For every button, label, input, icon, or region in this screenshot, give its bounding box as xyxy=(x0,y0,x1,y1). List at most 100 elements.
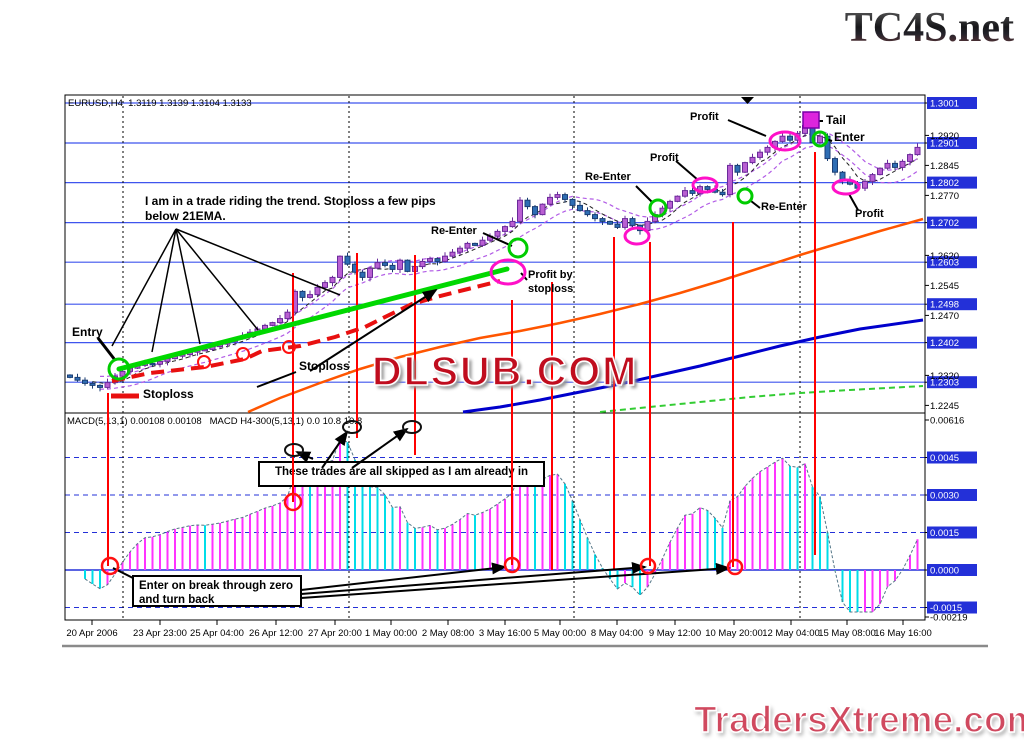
candle-body xyxy=(757,151,763,158)
candle-body xyxy=(599,218,606,222)
candle-body xyxy=(134,364,141,369)
macd-indicator-header: MACD(5,13,1) 0.00108 0.00108 MACD H4-300… xyxy=(67,416,363,427)
candle-body xyxy=(307,294,313,298)
price-level-badge xyxy=(927,564,977,576)
candle-body xyxy=(202,348,208,352)
candle-body xyxy=(592,214,598,220)
candle-body xyxy=(337,255,343,278)
candle-body xyxy=(772,140,778,148)
panel-frame xyxy=(62,94,988,648)
candle-body xyxy=(322,282,328,288)
svg-text:1.2498: 1.2498 xyxy=(930,300,959,311)
candle-body xyxy=(682,190,688,197)
candle-body xyxy=(577,204,583,212)
candle-body xyxy=(607,220,613,225)
candle-body xyxy=(809,124,816,144)
candle-body xyxy=(727,164,733,196)
svg-text:0.0045: 0.0045 xyxy=(930,453,959,464)
candle-body xyxy=(532,206,538,216)
candle-body xyxy=(614,223,621,228)
macd-line xyxy=(84,438,918,613)
candle-body xyxy=(869,174,876,182)
price-level-badge xyxy=(927,137,977,149)
candle-body xyxy=(892,162,898,168)
candle-body xyxy=(367,267,373,278)
candle-body xyxy=(764,146,771,153)
candle-body xyxy=(787,135,793,141)
time-tick-label: 16 May 16:00 xyxy=(874,628,932,639)
candle-body xyxy=(284,311,291,320)
candle-body xyxy=(907,154,913,162)
candle-body xyxy=(569,198,576,206)
time-axis: 20 Apr 2006 23 Apr 23:00 25 Apr 04:00 26 Ap… xyxy=(66,620,932,639)
svg-text:1.2402: 1.2402 xyxy=(930,338,959,349)
candle-body xyxy=(412,266,418,272)
candle-body xyxy=(899,160,906,168)
candle-body xyxy=(794,132,801,141)
time-tick-label: 23 Apr 23:00 xyxy=(133,628,187,639)
time-tick-label: 27 Apr 20:00 xyxy=(308,628,362,639)
candle-body xyxy=(187,351,193,356)
candle-body xyxy=(104,382,111,388)
candle-body xyxy=(517,199,523,222)
candle-body xyxy=(674,195,681,202)
candle-body xyxy=(299,290,306,298)
candle-body xyxy=(862,180,868,189)
time-tick-label: 2 May 08:00 xyxy=(422,628,474,639)
candle-body xyxy=(247,331,253,337)
svg-text:1.2303: 1.2303 xyxy=(930,378,959,389)
svg-text:-0.00219: -0.00219 xyxy=(930,613,968,624)
candle-body xyxy=(659,207,666,216)
price-level-badge xyxy=(927,298,977,311)
candle-body xyxy=(704,186,711,190)
candle-body xyxy=(839,171,846,181)
time-tick-label: 9 May 12:00 xyxy=(649,628,701,639)
enter-rule-note: Enter on break through zero and turn bac… xyxy=(132,575,302,607)
candle-body xyxy=(74,376,81,381)
candle-body xyxy=(802,124,808,134)
candle-body xyxy=(464,242,471,249)
candle-body xyxy=(277,318,283,324)
candle-body xyxy=(847,179,853,185)
candle-body xyxy=(419,260,426,268)
candle-body xyxy=(914,146,921,156)
svg-text:1.2702: 1.2702 xyxy=(930,218,959,229)
candle-body xyxy=(67,374,73,378)
time-tick-label: 25 Apr 04:00 xyxy=(190,628,244,639)
candle-body xyxy=(637,224,643,232)
candle-body xyxy=(404,259,411,272)
time-tick-label: 20 Apr 2006 xyxy=(66,628,117,639)
svg-text:1.2770: 1.2770 xyxy=(930,191,959,202)
candle-body xyxy=(97,384,103,388)
price-level-badge xyxy=(927,256,977,269)
svg-text:0.00616: 0.00616 xyxy=(930,416,964,427)
candle-body xyxy=(877,167,883,176)
candle-body xyxy=(179,354,186,357)
candle-body xyxy=(734,164,741,173)
candle-body xyxy=(352,263,358,273)
svg-text:1.2470: 1.2470 xyxy=(930,311,959,322)
candle-body xyxy=(344,255,351,265)
candle-body xyxy=(554,194,561,198)
candle-body xyxy=(82,379,88,384)
svg-text:1.2920: 1.2920 xyxy=(930,131,959,142)
candle-body xyxy=(502,226,508,232)
skipped-trades-note: These trades are all skipped as I am alr… xyxy=(258,461,545,487)
candle-body xyxy=(427,258,433,262)
candle-body xyxy=(742,162,748,173)
candle-body xyxy=(712,188,718,193)
candle-body xyxy=(824,135,831,160)
svg-text:0.0000: 0.0000 xyxy=(930,566,959,577)
candle-body xyxy=(689,190,696,194)
candle-body xyxy=(622,218,628,228)
candle-body xyxy=(172,355,178,360)
candle-body xyxy=(142,362,148,366)
candle-body xyxy=(832,158,838,173)
time-tick-label: 12 May 04:00 xyxy=(762,628,820,639)
price-level-badge xyxy=(927,97,977,109)
candle-body xyxy=(487,235,493,241)
svg-text:-0.0015: -0.0015 xyxy=(930,603,962,614)
candle-body xyxy=(494,230,501,237)
price-level-badge xyxy=(927,176,977,189)
svg-text:1.2845: 1.2845 xyxy=(930,161,959,172)
